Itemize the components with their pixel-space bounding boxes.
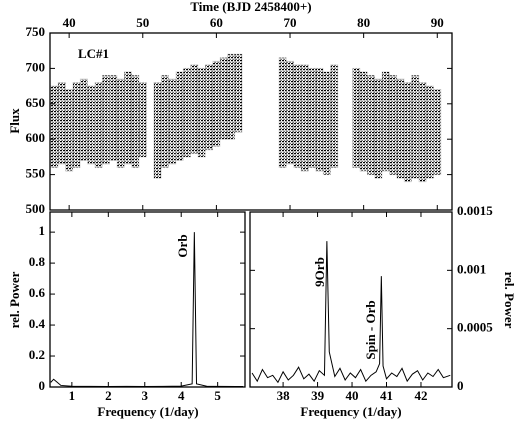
flux-range [124, 71, 133, 165]
x-tick-label: 39 [311, 388, 325, 403]
flux-range [190, 64, 199, 154]
y-tick-label: 500 [26, 201, 46, 216]
x-tick-label: 40 [63, 15, 76, 30]
x-tick-label: 1 [69, 388, 76, 403]
x-tick-label: 50 [136, 15, 149, 30]
flux-range [359, 71, 368, 172]
axis-title: Time (BJD 2458400+) [190, 0, 311, 14]
flux-range [87, 85, 96, 165]
annotation: Spin - Orb [363, 300, 378, 359]
flux-range [94, 82, 103, 169]
flux-range [425, 85, 434, 179]
annotation: 9Orb [312, 257, 327, 287]
flux-range [79, 78, 88, 161]
y-tick-label: 0.0015 [457, 203, 493, 218]
plot-frame [49, 211, 246, 388]
flux-range [116, 78, 125, 169]
y-tick-label: 0.8 [29, 254, 46, 269]
plot-frame [249, 211, 453, 388]
y-tick-label: 650 [26, 95, 46, 110]
x-axis-label: Frequency (1/day) [97, 404, 198, 419]
flux-range [65, 89, 74, 172]
flux-range [153, 82, 162, 179]
y-tick-label: 0.2 [29, 347, 45, 362]
x-tick-label: 42 [414, 388, 427, 403]
y-tick-label: 0.0005 [457, 320, 493, 335]
x-tick-label: 38 [277, 388, 291, 403]
flux-range [433, 89, 442, 176]
y-tick-label: 550 [26, 166, 46, 181]
x-tick-label: 4 [178, 388, 185, 403]
flux-range [315, 67, 324, 172]
y-tick-label: 700 [26, 59, 46, 74]
flux-range [352, 67, 361, 169]
flux-range [197, 67, 206, 158]
flux-range [367, 74, 376, 176]
flux-range [286, 60, 295, 165]
flux-range [374, 78, 383, 179]
x-tick-label: 80 [357, 15, 370, 30]
plot-frame [49, 32, 453, 211]
annotation: LC#1 [78, 46, 109, 61]
flux-range [234, 53, 243, 133]
x-tick-label: 3 [142, 388, 149, 403]
flux-range [330, 64, 339, 169]
y-axis-label: Flux [7, 108, 22, 134]
flux-range [182, 67, 191, 158]
flux-range [219, 57, 228, 140]
flux-range [131, 74, 140, 169]
flux-range [212, 60, 221, 147]
y-tick-label: 600 [26, 130, 46, 145]
flux-range [50, 85, 59, 169]
y-tick-label: 0.001 [457, 261, 486, 276]
flux-range [160, 74, 169, 169]
flux-range [72, 82, 81, 169]
flux-range [403, 82, 412, 183]
flux-range [138, 82, 147, 158]
flux-range [168, 78, 177, 165]
flux-range [293, 64, 302, 169]
y-tick-label: 750 [26, 24, 46, 39]
flux-range [278, 57, 287, 169]
y-tick-label: 0.6 [29, 285, 46, 300]
x-tick-label: 2 [105, 388, 112, 403]
flux-range [227, 53, 236, 140]
y-tick-label: 0.4 [29, 316, 46, 331]
flux-range [308, 67, 317, 169]
y-axis-label: rel. Power [7, 271, 22, 328]
flux-range [101, 74, 110, 165]
flux-range [175, 71, 184, 161]
y-tick-label: 0 [39, 378, 46, 393]
flux-range [389, 74, 398, 176]
power-spectrum [50, 232, 244, 388]
flux-range [322, 71, 331, 176]
flux-range [109, 74, 118, 161]
x-tick-label: 60 [210, 15, 223, 30]
flux-range [396, 78, 405, 179]
x-tick-label: 41 [380, 388, 393, 403]
x-tick-label: 90 [431, 15, 444, 30]
x-axis-label: Frequency (1/day) [300, 404, 401, 419]
flux-range [418, 82, 427, 183]
flux-range [411, 74, 420, 179]
x-tick-label: 70 [284, 15, 297, 30]
y-tick-label: 1 [39, 223, 46, 238]
flux-range [57, 82, 66, 165]
y-axis-label: rel. Power [502, 272, 517, 329]
annotation: Orb [175, 234, 190, 257]
flux-range [300, 64, 309, 172]
power-spectrum [251, 241, 451, 384]
flux-range [381, 71, 390, 172]
x-tick-label: 40 [346, 388, 359, 403]
y-tick-label: 0 [457, 378, 464, 393]
x-tick-label: 5 [214, 388, 221, 403]
flux-range [205, 64, 214, 151]
